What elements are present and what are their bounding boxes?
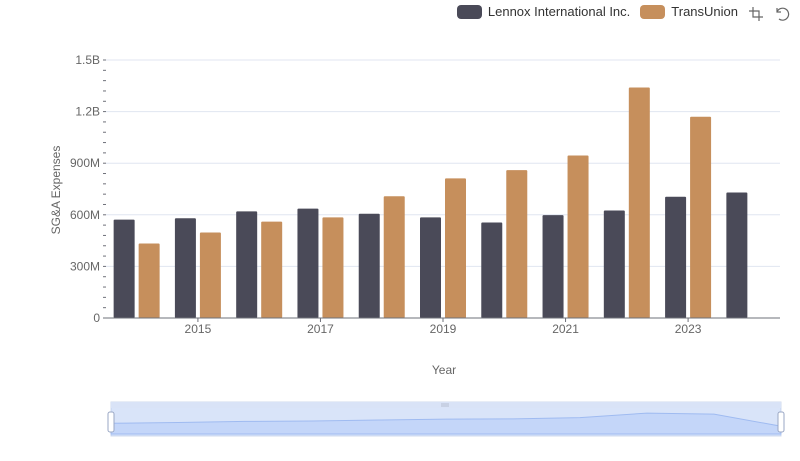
bar-lennox-2021[interactable] — [542, 215, 564, 318]
y-tick-label: 0 — [93, 311, 100, 325]
bar-transunion-2021[interactable] — [567, 155, 589, 318]
bar-lennox-2023[interactable] — [665, 196, 687, 318]
legend-label-transunion: TransUnion — [671, 4, 738, 19]
bar-transunion-2015[interactable] — [199, 232, 221, 318]
bar-lennox-2017[interactable] — [297, 208, 319, 318]
x-tick-label: 2015 — [185, 322, 212, 336]
bar-lennox-2020[interactable] — [481, 222, 503, 318]
x-axis-labels: 2015 2017 2019 2021 2023 — [185, 318, 702, 336]
bar-transunion-2014[interactable] — [138, 243, 160, 318]
bar-transunion-2017[interactable] — [322, 217, 344, 318]
bar-lennox-2024[interactable] — [726, 192, 748, 318]
x-tick-label: 2019 — [430, 322, 457, 336]
bar-lennox-2016[interactable] — [236, 211, 258, 318]
restore-icon[interactable] — [774, 6, 790, 22]
data-zoom-slider[interactable] — [107, 401, 785, 437]
bar-lennox-2022[interactable] — [603, 210, 625, 319]
bar-transunion-2018[interactable] — [383, 196, 405, 318]
legend-item-lennox[interactable]: Lennox International Inc. — [456, 4, 631, 19]
bar-transunion-2023[interactable] — [690, 116, 712, 318]
y-minor-ticks — [103, 59, 106, 319]
y-tick-label: 300M — [70, 259, 100, 273]
y-tick-label: 900M — [70, 156, 100, 170]
bar-transunion-2020[interactable] — [506, 170, 528, 318]
bar-transunion-2019[interactable] — [445, 178, 466, 318]
x-tick-label: 2021 — [552, 322, 579, 336]
y-tick-label: 1.5B — [75, 53, 100, 67]
bar-lennox-2018[interactable] — [358, 213, 380, 318]
data-zoom-preview — [110, 412, 782, 435]
y-tick-label: 1.2B — [75, 105, 100, 119]
x-tick-label: 2017 — [307, 322, 334, 336]
bars — [113, 87, 748, 319]
x-axis-title: Year — [432, 363, 456, 377]
x-tick-label: 2023 — [675, 322, 702, 336]
legend-item-transunion[interactable]: TransUnion — [640, 4, 738, 19]
legend-swatch-transunion — [640, 4, 666, 19]
bar-transunion-2022[interactable] — [628, 87, 650, 319]
zoom-handle-left[interactable] — [107, 411, 115, 433]
legend: Lennox International Inc. TransUnion — [456, 4, 738, 19]
bar-lennox-2015[interactable] — [174, 218, 196, 318]
legend-label-lennox: Lennox International Inc. — [487, 4, 631, 19]
y-tick-label: 600M — [70, 208, 100, 222]
toolbox — [748, 6, 790, 22]
zoom-handle-right[interactable] — [777, 411, 785, 433]
bar-lennox-2019[interactable] — [420, 217, 441, 318]
y-axis-title: SG&A Expenses — [49, 146, 63, 235]
zoom-drag-grip[interactable] — [441, 403, 449, 407]
y-axis-labels: 0 300M 600M 900M 1.2B 1.5B — [70, 53, 100, 325]
legend-swatch-lennox — [456, 4, 482, 19]
zoom-icon[interactable] — [748, 6, 764, 22]
bar-lennox-2014[interactable] — [113, 219, 135, 318]
bar-transunion-2016[interactable] — [261, 221, 283, 318]
